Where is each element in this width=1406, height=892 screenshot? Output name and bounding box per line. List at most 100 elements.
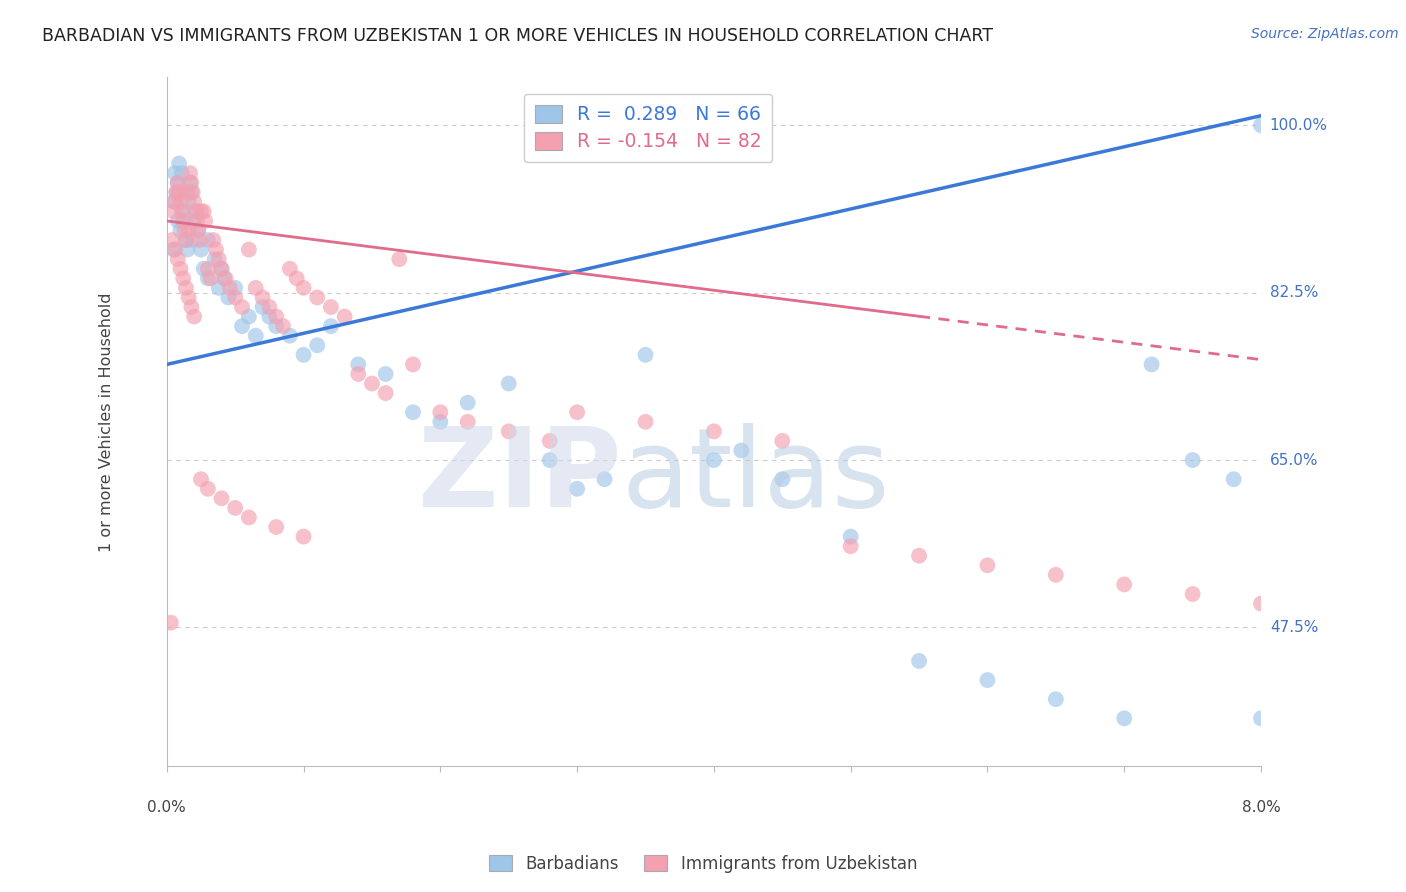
- Point: [307, 338, 329, 352]
- Point: [231, 300, 253, 314]
- Point: [186, 204, 208, 219]
- Point: [839, 539, 862, 553]
- Point: [292, 348, 315, 362]
- Point: [183, 310, 205, 324]
- Point: [193, 204, 215, 219]
- Point: [374, 386, 396, 401]
- Point: [634, 415, 657, 429]
- Point: [180, 186, 202, 200]
- Point: [172, 271, 194, 285]
- Point: [224, 281, 246, 295]
- Text: Source: ZipAtlas.com: Source: ZipAtlas.com: [1251, 27, 1399, 41]
- Point: [238, 510, 260, 524]
- Point: [170, 166, 193, 180]
- Point: [204, 252, 226, 267]
- Point: [259, 300, 281, 314]
- Point: [1045, 692, 1067, 706]
- Text: 47.5%: 47.5%: [1270, 620, 1319, 635]
- Point: [173, 223, 195, 237]
- Point: [169, 194, 191, 209]
- Point: [388, 252, 411, 267]
- Point: [167, 186, 190, 200]
- Point: [184, 204, 207, 219]
- Point: [173, 214, 195, 228]
- Point: [172, 204, 194, 219]
- Point: [183, 194, 205, 209]
- Text: 8.0%: 8.0%: [1241, 799, 1281, 814]
- Point: [180, 176, 202, 190]
- Point: [319, 319, 342, 334]
- Text: BARBADIAN VS IMMIGRANTS FROM UZBEKISTAN 1 OR MORE VEHICLES IN HOUSEHOLD CORRELAT: BARBADIAN VS IMMIGRANTS FROM UZBEKISTAN …: [42, 27, 993, 45]
- Point: [1264, 310, 1286, 324]
- Point: [218, 281, 240, 295]
- Point: [1250, 118, 1272, 132]
- Text: 65.0%: 65.0%: [1270, 452, 1319, 467]
- Point: [429, 415, 451, 429]
- Point: [402, 358, 425, 372]
- Point: [162, 243, 184, 257]
- Point: [498, 376, 520, 391]
- Point: [187, 223, 209, 237]
- Point: [333, 310, 356, 324]
- Text: atlas: atlas: [621, 424, 890, 531]
- Point: [1045, 567, 1067, 582]
- Point: [172, 214, 194, 228]
- Point: [174, 281, 197, 295]
- Point: [770, 472, 793, 486]
- Point: [565, 405, 588, 419]
- Point: [770, 434, 793, 448]
- Point: [1114, 711, 1136, 725]
- Point: [163, 166, 186, 180]
- Point: [183, 214, 205, 228]
- Point: [170, 204, 193, 219]
- Point: [703, 425, 725, 439]
- Point: [347, 358, 370, 372]
- Point: [197, 233, 219, 247]
- Point: [179, 166, 201, 180]
- Point: [238, 243, 260, 257]
- Point: [197, 261, 219, 276]
- Point: [224, 500, 246, 515]
- Point: [1250, 597, 1272, 611]
- Point: [208, 281, 231, 295]
- Point: [187, 223, 209, 237]
- Point: [908, 654, 931, 668]
- Point: [976, 558, 998, 573]
- Point: [169, 186, 191, 200]
- Point: [181, 233, 204, 247]
- Point: [174, 233, 197, 247]
- Text: 0.0%: 0.0%: [148, 799, 186, 814]
- Point: [278, 261, 301, 276]
- Point: [908, 549, 931, 563]
- Point: [177, 194, 200, 209]
- Point: [179, 176, 201, 190]
- Point: [565, 482, 588, 496]
- Point: [188, 233, 211, 247]
- Point: [163, 243, 186, 257]
- Point: [292, 530, 315, 544]
- Point: [162, 194, 184, 209]
- Point: [177, 290, 200, 304]
- Point: [238, 310, 260, 324]
- Point: [197, 271, 219, 285]
- Point: [224, 290, 246, 304]
- Point: [245, 281, 267, 295]
- Point: [163, 194, 186, 209]
- Point: [703, 453, 725, 467]
- Point: [264, 310, 287, 324]
- Point: [190, 243, 212, 257]
- Point: [361, 376, 384, 391]
- Point: [176, 243, 198, 257]
- Legend: Barbadians, Immigrants from Uzbekistan: Barbadians, Immigrants from Uzbekistan: [482, 848, 924, 880]
- Point: [200, 271, 222, 285]
- Point: [259, 310, 281, 324]
- Point: [457, 415, 479, 429]
- Point: [174, 233, 197, 247]
- Point: [169, 261, 191, 276]
- Point: [1222, 472, 1244, 486]
- Point: [162, 233, 184, 247]
- Point: [190, 204, 212, 219]
- Point: [162, 204, 184, 219]
- Point: [278, 328, 301, 343]
- Text: 100.0%: 100.0%: [1270, 118, 1327, 133]
